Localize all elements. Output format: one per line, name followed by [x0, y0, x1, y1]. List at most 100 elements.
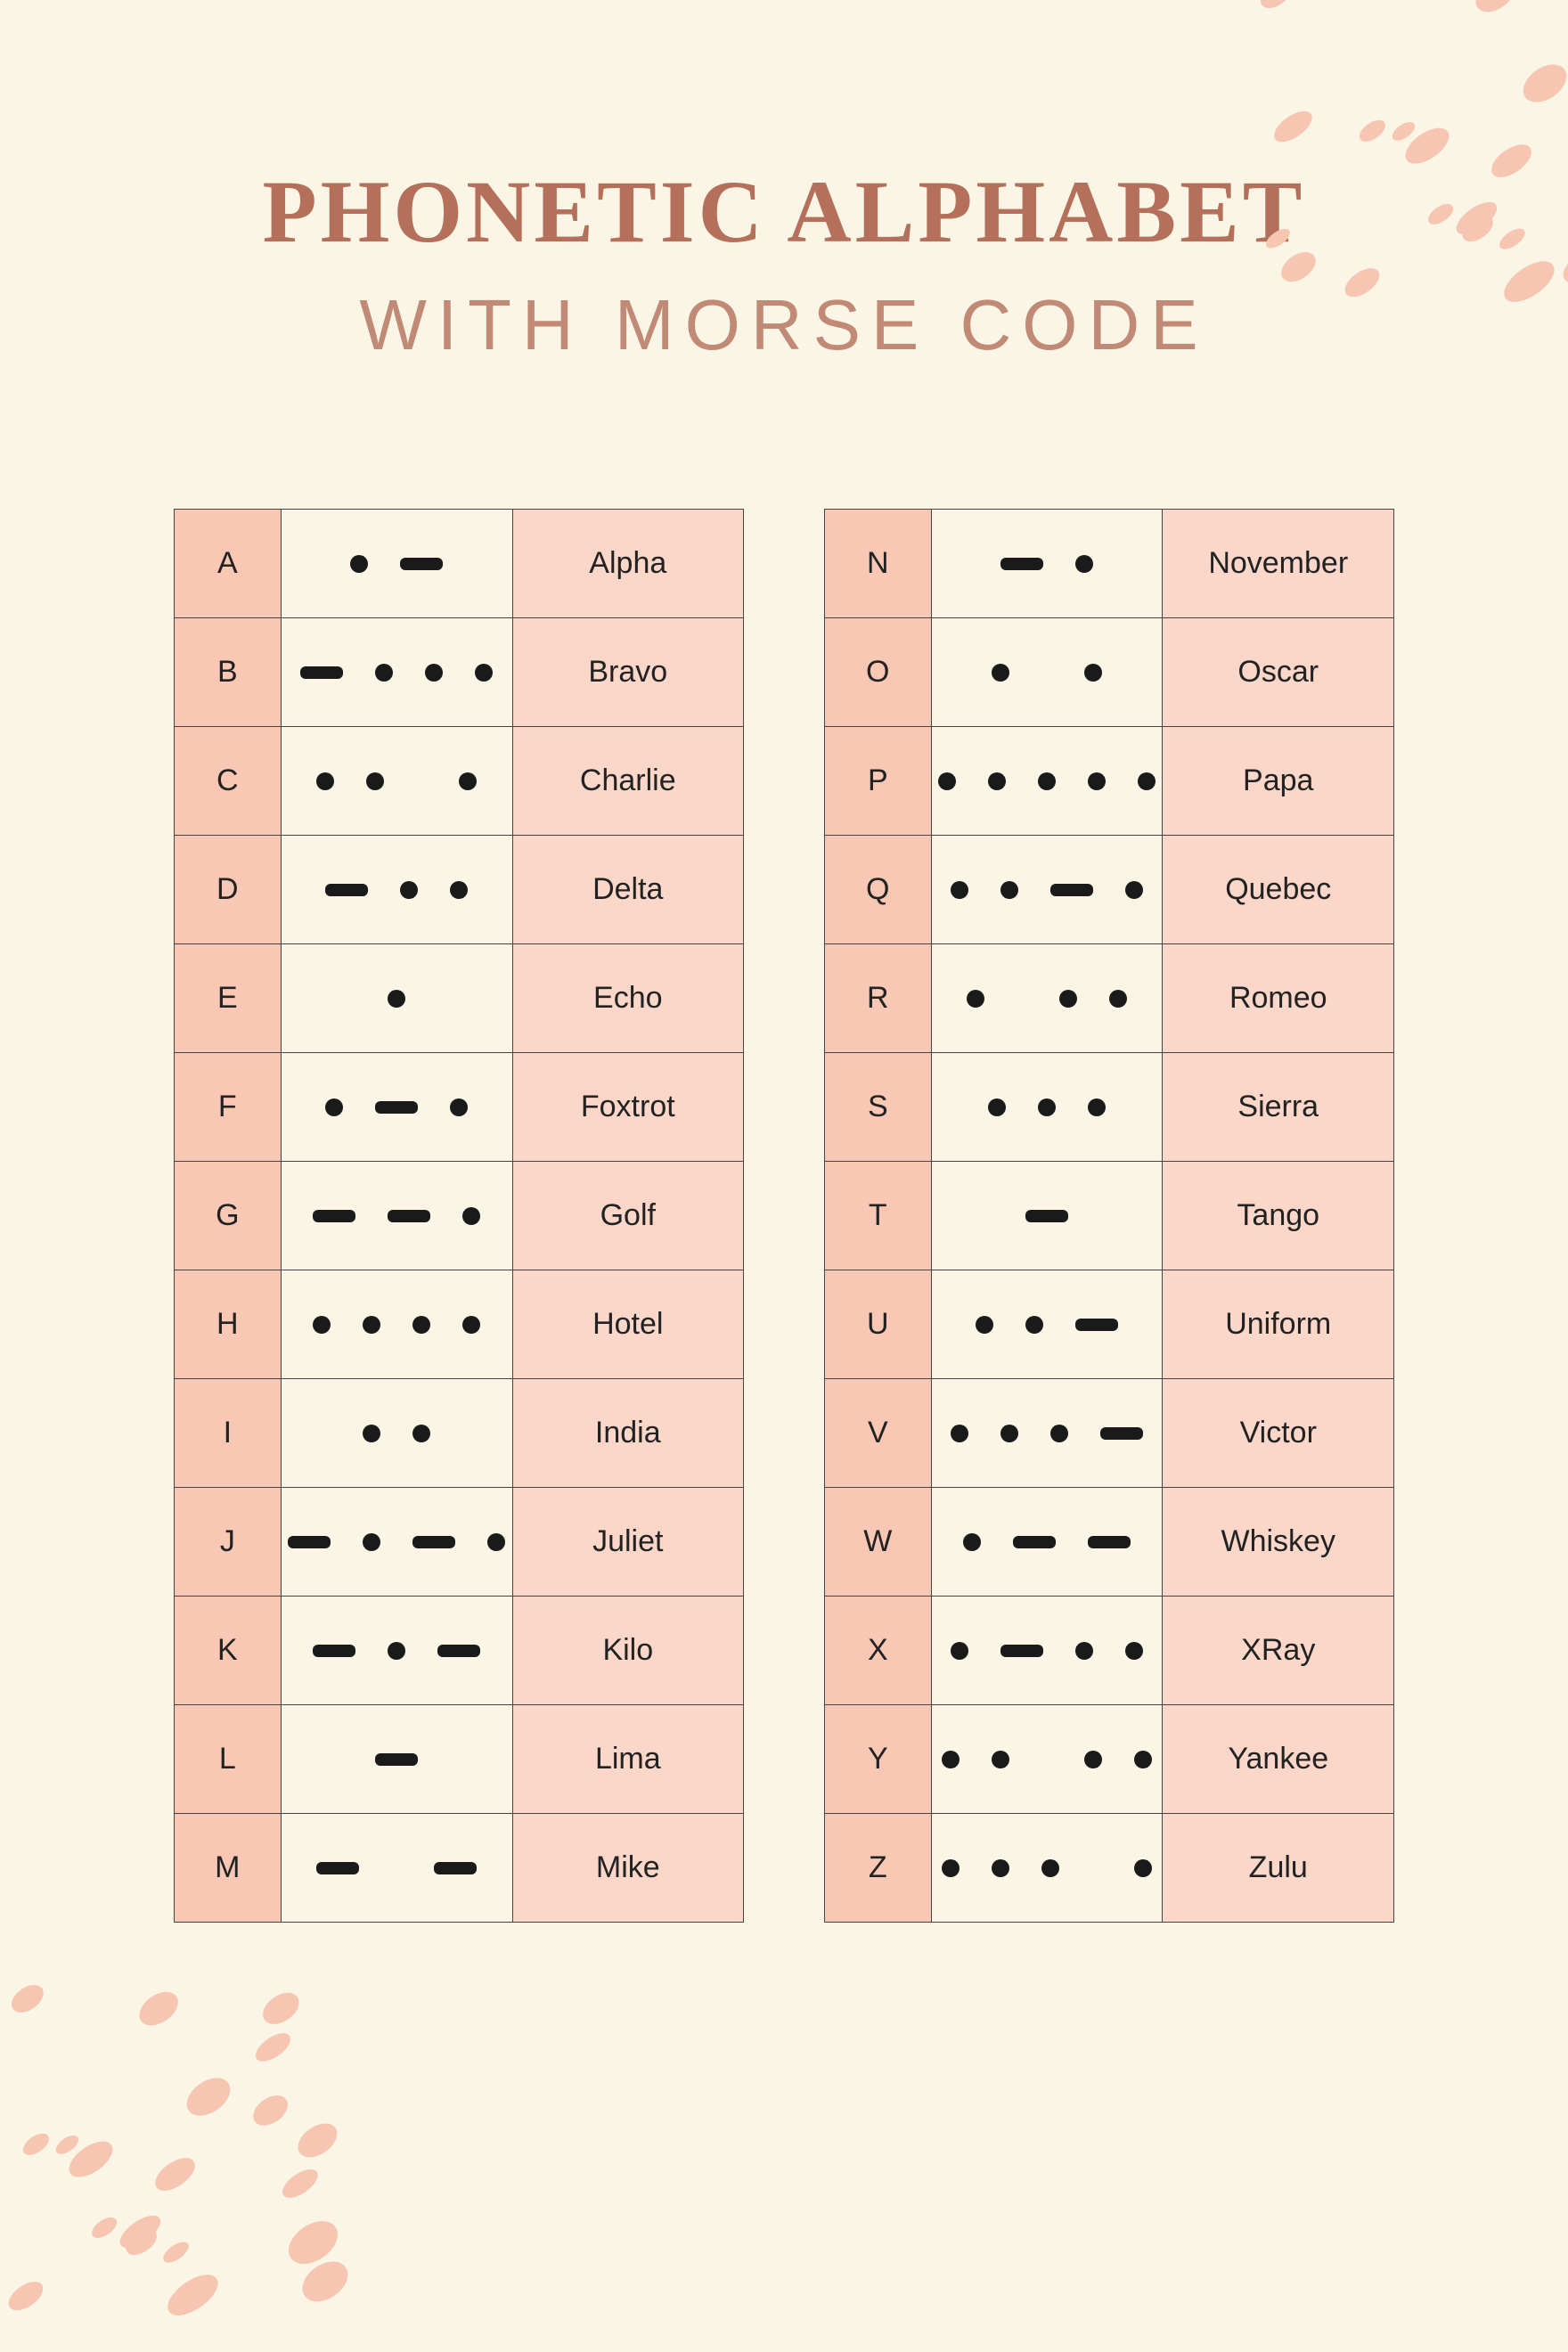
morse-dot: [1059, 990, 1077, 1008]
decor-blob: [278, 2164, 323, 2203]
page-title: PHONETIC ALPHABET: [134, 160, 1434, 263]
table-right: NNovemberOOscarPPapaQQuebecRRomeoSSierra…: [824, 509, 1394, 1923]
page-subtitle: WITH MORSE CODE: [134, 284, 1434, 366]
table-left: AAlphaBBravoCCharlieDDeltaEEchoFFoxtrotG…: [174, 509, 744, 1923]
word-cell: Lima: [512, 1705, 743, 1814]
table-row: PPapa: [825, 727, 1394, 836]
morse-dot: [992, 664, 1009, 682]
morse-dot: [1134, 1751, 1152, 1768]
decor-bottom-left: [0, 1978, 356, 2352]
morse-dot: [1038, 772, 1056, 790]
morse-cell: [931, 1488, 1163, 1597]
morse-cell: [931, 1814, 1163, 1923]
morse-symbols: [282, 1379, 512, 1487]
table-row: TTango: [825, 1162, 1394, 1270]
morse-dot: [363, 1316, 380, 1334]
morse-cell: [931, 1162, 1163, 1270]
letter-cell: Q: [825, 836, 932, 944]
morse-dot: [462, 1207, 480, 1225]
decor-blob: [1390, 118, 1418, 144]
decor-blob: [1235, 0, 1270, 1]
decor-blob: [250, 2028, 295, 2067]
table-row: NNovember: [825, 510, 1394, 618]
morse-dot: [462, 1316, 480, 1334]
morse-dot: [325, 1098, 343, 1116]
letter-cell: M: [175, 1814, 282, 1923]
morse-dot: [1125, 1642, 1143, 1660]
decor-blob: [160, 2237, 193, 2266]
morse-dot: [350, 555, 368, 573]
word-cell: November: [1163, 510, 1394, 618]
decor-blob: [6, 1980, 48, 2019]
table-row: XXRay: [825, 1597, 1394, 1705]
morse-dash: [325, 884, 368, 896]
decor-blob: [88, 2214, 120, 2242]
morse-cell: [281, 944, 512, 1053]
word-cell: Quebec: [1163, 836, 1394, 944]
morse-cell: [281, 618, 512, 727]
table-row: EEcho: [175, 944, 744, 1053]
morse-symbols: [282, 1053, 512, 1161]
morse-dot: [1041, 1859, 1059, 1877]
morse-dot: [412, 1316, 430, 1334]
morse-dash: [434, 1862, 477, 1874]
morse-symbols: [282, 727, 512, 835]
word-cell: Echo: [512, 944, 743, 1053]
word-cell: Charlie: [512, 727, 743, 836]
letter-cell: J: [175, 1488, 282, 1597]
morse-dot: [988, 772, 1006, 790]
morse-dot: [412, 1425, 430, 1442]
morse-cell: [281, 1488, 512, 1597]
decor-blob: [149, 2151, 200, 2196]
morse-dot: [450, 1098, 468, 1116]
morse-dot: [388, 1642, 405, 1660]
word-cell: Tango: [1163, 1162, 1394, 1270]
decor-blob: [1355, 116, 1388, 146]
word-cell: India: [512, 1379, 743, 1488]
word-cell: Victor: [1163, 1379, 1394, 1488]
morse-dot: [1084, 1751, 1102, 1768]
morse-symbols: [932, 510, 1163, 617]
morse-dot: [1038, 1098, 1056, 1116]
morse-cell: [931, 1053, 1163, 1162]
morse-symbols: [932, 1597, 1163, 1704]
morse-dot: [992, 1751, 1009, 1768]
page: PHONETIC ALPHABET WITH MORSE CODE AAlpha…: [0, 0, 1568, 2219]
morse-symbols: [932, 1705, 1163, 1813]
morse-cell: [931, 1270, 1163, 1379]
morse-dot: [951, 881, 968, 899]
morse-symbols: [282, 618, 512, 726]
table-row: WWhiskey: [825, 1488, 1394, 1597]
decor-blob: [1498, 253, 1562, 310]
table-row: ZZulu: [825, 1814, 1394, 1923]
morse-dot: [1000, 1425, 1018, 1442]
word-cell: XRay: [1163, 1597, 1394, 1705]
morse-dot: [487, 1533, 505, 1551]
morse-cell: [281, 1597, 512, 1705]
morse-cell: [281, 1379, 512, 1488]
morse-dot: [1000, 881, 1018, 899]
word-cell: Foxtrot: [512, 1053, 743, 1162]
morse-dot: [1125, 881, 1143, 899]
morse-dot: [1134, 1859, 1152, 1877]
morse-dash: [1025, 1210, 1068, 1222]
morse-dot: [1088, 772, 1106, 790]
morse-dash: [375, 1101, 418, 1114]
morse-dot: [363, 1533, 380, 1551]
table-row: RRomeo: [825, 944, 1394, 1053]
letter-cell: W: [825, 1488, 932, 1597]
letter-cell: K: [175, 1597, 282, 1705]
morse-dash: [1088, 1536, 1131, 1548]
morse-symbols: [282, 1488, 512, 1596]
table-row: HHotel: [175, 1270, 744, 1379]
morse-dash: [300, 666, 343, 679]
letter-cell: B: [175, 618, 282, 727]
morse-dot: [366, 772, 384, 790]
morse-symbols: [932, 1270, 1163, 1378]
morse-cell: [281, 510, 512, 618]
morse-dash: [316, 1862, 359, 1874]
decor-blob: [53, 2132, 82, 2158]
letter-cell: H: [175, 1270, 282, 1379]
word-cell: Juliet: [512, 1488, 743, 1597]
morse-cell: [931, 836, 1163, 944]
